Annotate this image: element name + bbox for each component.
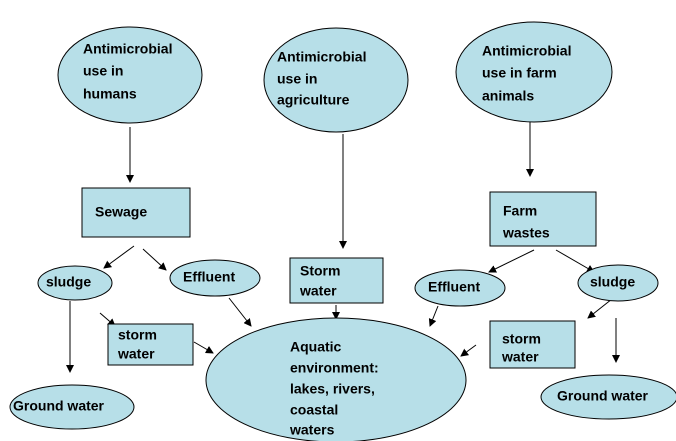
node-label: Antimicrobial [83, 41, 172, 57]
node-label: sludge [46, 274, 91, 290]
node: Effluent [169, 259, 261, 297]
node-box [489, 320, 576, 369]
node-ellipse [540, 374, 676, 420]
node-ellipse [455, 21, 613, 123]
node-label: Antimicrobial [277, 49, 366, 65]
node-ellipse [263, 27, 409, 133]
node-ellipse [577, 264, 659, 302]
node-label: Antimicrobial [482, 43, 571, 59]
node: storm water [489, 320, 576, 369]
arrows [66, 122, 620, 373]
node-ellipse [37, 265, 113, 301]
node-label: sludge [590, 274, 635, 290]
node-ellipse [57, 26, 203, 124]
node-label: storm [502, 331, 541, 347]
node: Farm wastes [489, 191, 597, 247]
node-box [289, 257, 384, 304]
node-label: use in farm [482, 65, 557, 81]
arrow [142, 248, 167, 271]
node-ellipse [414, 269, 506, 307]
arrow [103, 245, 135, 269]
node-label: waters [289, 422, 335, 438]
arrow [460, 344, 477, 357]
node: Antimicrobial use in agriculture [263, 27, 409, 133]
node-label: water [501, 349, 539, 365]
arrow [428, 305, 439, 327]
node-label: animals [482, 88, 534, 104]
node-label: Aquatic [290, 339, 342, 355]
arrow [587, 298, 613, 319]
node-box [107, 323, 194, 366]
node: sludge [37, 265, 113, 301]
node: Sewage [81, 187, 191, 238]
node-label: water [299, 283, 337, 299]
node-ellipse [169, 259, 261, 297]
node-label: humans [83, 86, 137, 102]
node: Effluent [414, 269, 506, 307]
node-label: Effluent [428, 279, 480, 295]
node-box [81, 187, 191, 238]
arrow [488, 249, 535, 273]
node-ellipse [205, 317, 467, 441]
node: Storm water [289, 257, 384, 304]
node-label: Ground water [13, 398, 105, 414]
node-label: Ground water [557, 388, 649, 404]
node-label: wastes [502, 225, 550, 241]
node-ellipse [9, 384, 135, 430]
node-label: storm [118, 327, 157, 343]
arrow [555, 249, 595, 273]
node-label: environment: [290, 360, 379, 376]
node-label: Sewage [95, 204, 147, 220]
node-label: use in [83, 63, 123, 79]
node-label: lakes, rivers, [290, 381, 375, 397]
node-label: Farm [503, 203, 537, 219]
arrow [193, 341, 214, 354]
node: sludge [577, 264, 659, 302]
node-label: agriculture [277, 92, 350, 108]
node: Antimicrobial use in farm animals [455, 21, 613, 123]
node-label: coastal [290, 402, 338, 418]
node: Aquatic environment: lakes, rivers, coastal… [205, 317, 467, 441]
node-label: use in [277, 71, 317, 87]
node-box [489, 191, 597, 247]
node: Antimicrobial use in humans [57, 26, 203, 124]
node: Ground water [9, 384, 135, 430]
node-label: Effluent [183, 269, 235, 285]
node: Ground water [540, 374, 676, 420]
node-label: water [117, 346, 155, 362]
node: storm water [107, 323, 194, 366]
arrow [228, 297, 252, 327]
nodes: Antimicrobial use in humans Antimicrobial us… [9, 21, 676, 441]
node-label: Storm [300, 263, 340, 279]
